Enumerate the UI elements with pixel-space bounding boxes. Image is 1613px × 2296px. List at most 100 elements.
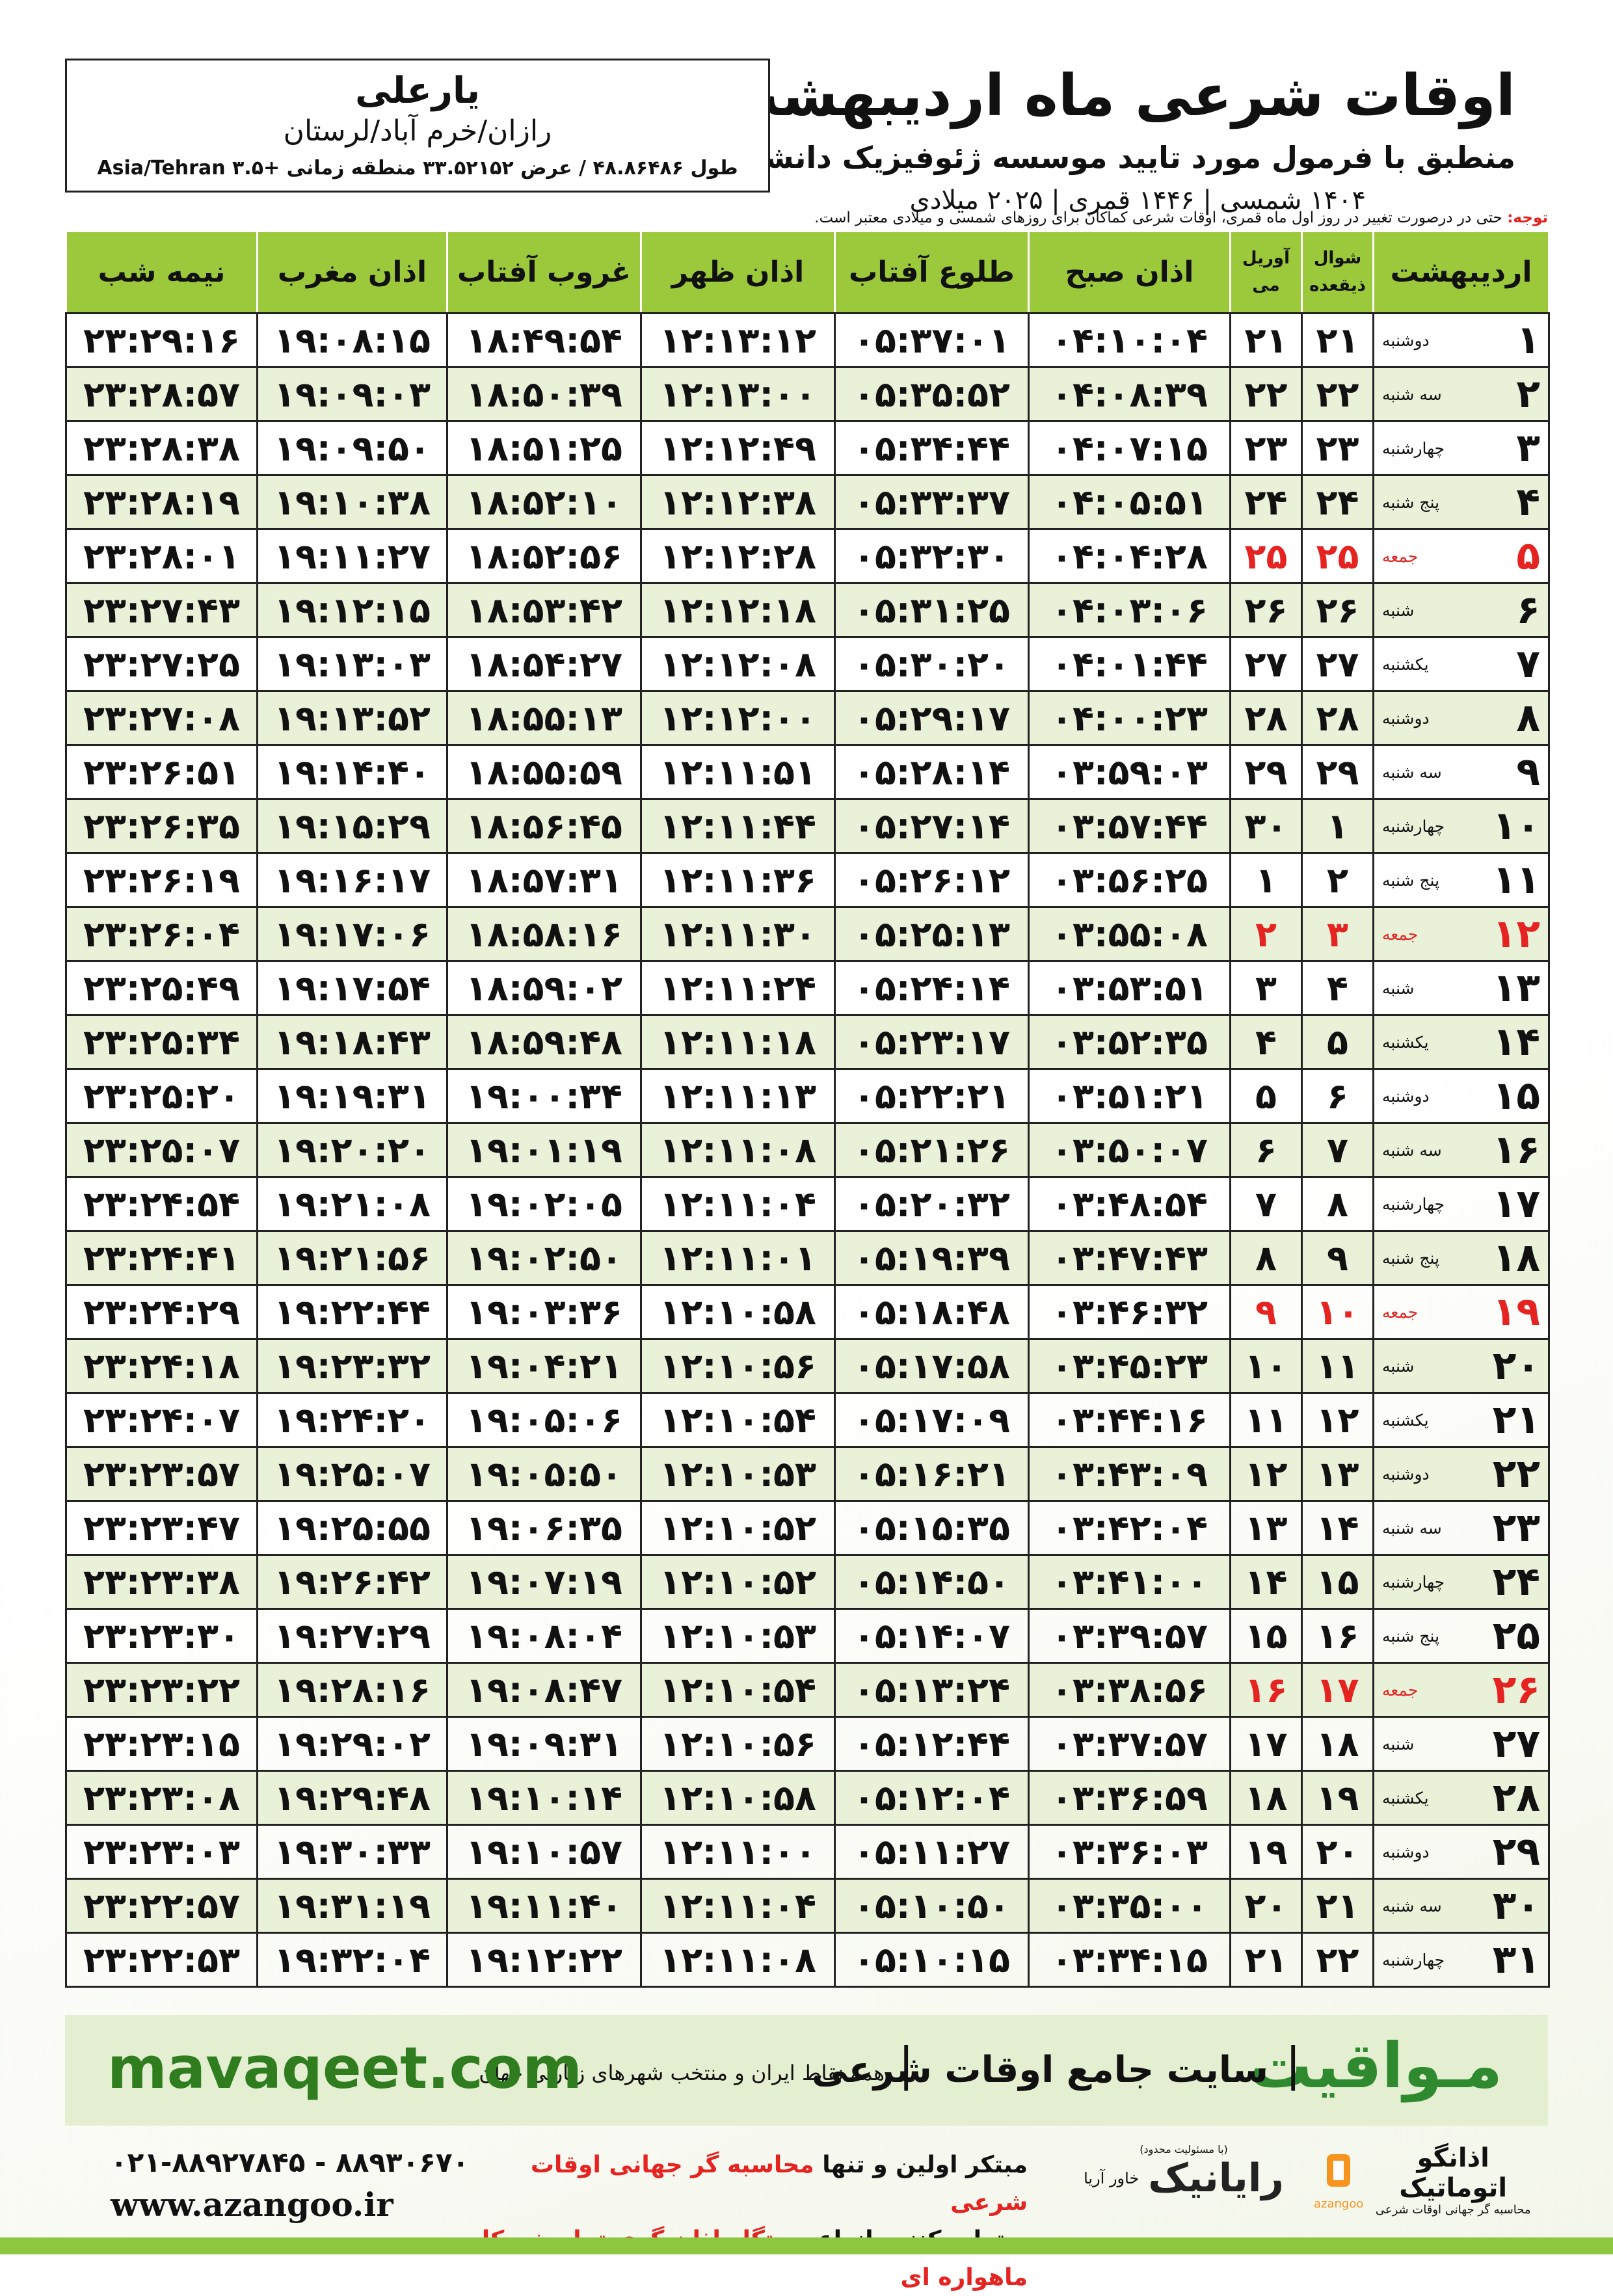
time-cell: ۲۳:۲۳:۲۲ bbox=[65, 1662, 258, 1718]
weekday: چهارشنبه bbox=[1382, 438, 1445, 458]
date-cell: ۱ bbox=[1301, 798, 1374, 854]
separator: | bbox=[1285, 2038, 1301, 2091]
time-cell: ۱۲:۱۰:۵۴ bbox=[640, 1392, 836, 1448]
day-cell: ۱۷ چهارشنبه bbox=[1372, 1176, 1550, 1232]
time-cell: ۱۸:۴۹:۵۴ bbox=[446, 312, 642, 368]
date-cell: ۶ bbox=[1301, 1068, 1374, 1124]
time-cell: ۲۳:۲۳:۴۷ bbox=[65, 1500, 258, 1556]
column-label: اذان مغرب bbox=[277, 256, 427, 289]
day-wrap: ۲۷ شنبه bbox=[1374, 1721, 1548, 1767]
day-number: ۱۳ bbox=[1492, 965, 1540, 1011]
day-wrap: ۱ دوشنبه bbox=[1374, 317, 1548, 363]
column-label: شوال bbox=[1313, 248, 1362, 268]
time-cell: ۱۹:۰۲:۵۰ bbox=[446, 1230, 642, 1286]
time-cell: ۱۲:۱۲:۰۸ bbox=[640, 636, 836, 692]
time-cell: ۱۹:۲۱:۵۶ bbox=[256, 1230, 448, 1286]
time-cell: ۱۹:۲۵:۰۷ bbox=[256, 1446, 448, 1502]
day-cell: ۲۸ یکشنبه bbox=[1372, 1770, 1550, 1826]
time-cell: ۱۹:۲۹:۰۲ bbox=[256, 1716, 448, 1772]
date-cell: ۷ bbox=[1301, 1122, 1374, 1178]
weekday: شنبه bbox=[1382, 1734, 1415, 1754]
day-cell: ۲۲ دوشنبه bbox=[1372, 1446, 1550, 1502]
time-cell: ۱۹:۳۰:۳۳ bbox=[256, 1824, 448, 1880]
time-cell: ۱۹:۰۹:۵۰ bbox=[256, 420, 448, 476]
time-cell: ۲۳:۲۸:۱۹ bbox=[65, 474, 258, 530]
date-cell: ۲۱ bbox=[1229, 312, 1303, 368]
time-cell: ۲۳:۲۴:۱۸ bbox=[65, 1338, 258, 1394]
day-cell: ۳۰ سه شنبه bbox=[1372, 1878, 1550, 1934]
time-cell: ۰۴:۰۷:۱۵ bbox=[1028, 420, 1231, 476]
day-wrap: ۵ جمعه bbox=[1374, 533, 1548, 579]
time-cell: ۱۹:۲۵:۵۵ bbox=[256, 1500, 448, 1556]
day-cell: ۲۳ سه شنبه bbox=[1372, 1500, 1550, 1556]
column-header: طلوع آفتاب bbox=[834, 230, 1030, 314]
time-cell: ۰۵:۲۹:۱۷ bbox=[834, 690, 1030, 746]
date-cell: ۱۶ bbox=[1301, 1608, 1374, 1664]
day-cell: ۲۴ چهارشنبه bbox=[1372, 1554, 1550, 1610]
day-wrap: ۱۳ شنبه bbox=[1374, 965, 1548, 1011]
title: اوقات شرعی ماه اردیبهشت bbox=[721, 62, 1515, 129]
date-cell: ۱۰ bbox=[1301, 1284, 1374, 1340]
logo-sub: خاور آریا bbox=[1084, 2169, 1140, 2187]
day-number: ۵ bbox=[1516, 533, 1540, 579]
day-wrap: ۱۹ جمعه bbox=[1374, 1289, 1548, 1335]
day-wrap: ۹ سه شنبه bbox=[1374, 749, 1548, 795]
day-number: ۲۳ bbox=[1492, 1505, 1540, 1551]
time-cell: ۰۳:۴۲:۰۴ bbox=[1028, 1500, 1231, 1556]
table-body: ۱ دوشنبه ۲۱ ۲۱ ۰۴:۱۰:۰۴ ۰۵:۳۷:۰۱ ۱۲:۱۳:۱۲ ۱۸:۴۹… bbox=[65, 312, 1550, 1988]
slogan-highlight: محاسبه گر جهانی اوقات شرعی bbox=[530, 2152, 1028, 2216]
column-header: آوریل می bbox=[1229, 230, 1303, 314]
time-cell: ۱۲:۱۲:۳۸ bbox=[640, 474, 836, 530]
logo-azangoo: اذانگو اتوماتیک محاسبه گر جهانی اوقات شر… bbox=[1314, 2143, 1535, 2217]
day-wrap: ۸ دوشنبه bbox=[1374, 695, 1548, 741]
column-header: اذان مغرب bbox=[256, 230, 448, 314]
weekday: دوشنبه bbox=[1382, 708, 1430, 728]
time-cell: ۲۳:۲۷:۴۳ bbox=[65, 582, 258, 638]
time-cell: ۱۸:۵۵:۵۹ bbox=[446, 744, 642, 800]
time-cell: ۱۹:۱۹:۳۱ bbox=[256, 1068, 448, 1124]
time-cell: ۱۹:۲۸:۱۶ bbox=[256, 1662, 448, 1718]
time-cell: ۰۳:۳۴:۱۵ bbox=[1028, 1932, 1231, 1988]
time-cell: ۲۳:۲۹:۱۶ bbox=[65, 312, 258, 368]
time-cell: ۱۲:۱۰:۵۸ bbox=[640, 1770, 836, 1826]
day-number: ۷ bbox=[1516, 641, 1540, 687]
time-cell: ۰۵:۱۳:۲۴ bbox=[834, 1662, 1030, 1718]
column-label: اذان صبح bbox=[1065, 256, 1194, 289]
day-wrap: ۱۲ جمعه bbox=[1374, 911, 1548, 957]
time-cell: ۱۹:۱۸:۴۳ bbox=[256, 1014, 448, 1070]
day-wrap: ۲۴ چهارشنبه bbox=[1374, 1559, 1548, 1605]
time-cell: ۰۳:۳۹:۵۷ bbox=[1028, 1608, 1231, 1664]
time-cell: ۱۲:۱۰:۵۲ bbox=[640, 1500, 836, 1556]
time-cell: ۲۳:۲۳:۳۰ bbox=[65, 1608, 258, 1664]
time-cell: ۱۹:۲۶:۴۲ bbox=[256, 1554, 448, 1610]
day-wrap: ۱۷ چهارشنبه bbox=[1374, 1181, 1548, 1227]
coverage: همه نقاط ایران و منتخب شهرهای زیارتی جها… bbox=[479, 2061, 885, 2085]
date-cell: ۱۲ bbox=[1301, 1392, 1374, 1448]
time-cell: ۲۳:۲۴:۰۷ bbox=[65, 1392, 258, 1448]
time-cell: ۱۹:۱۳:۰۳ bbox=[256, 636, 448, 692]
row: ۲۷ شنبه ۱۸ ۱۷ ۰۳:۳۷:۵۷ ۰۵:۱۲:۴۴ ۱۲:۱۰:۵۶ ۱۹:۰۹:… bbox=[65, 1716, 1550, 1772]
weekday: شنبه bbox=[1382, 1356, 1415, 1376]
day-cell: ۳۱ چهارشنبه bbox=[1372, 1932, 1550, 1988]
time-cell: ۰۴:۱۰:۰۴ bbox=[1028, 312, 1231, 368]
date-cell: ۲۰ bbox=[1301, 1824, 1374, 1880]
time-cell: ۲۳:۲۵:۴۹ bbox=[65, 960, 258, 1016]
day-cell: ۴ پنج شنبه bbox=[1372, 474, 1550, 530]
weekday: یکشنبه bbox=[1382, 654, 1429, 674]
time-cell: ۱۲:۱۱:۰۴ bbox=[640, 1176, 836, 1232]
time-cell: ۰۵:۳۴:۴۴ bbox=[834, 420, 1030, 476]
day-wrap: ۴ پنج شنبه bbox=[1374, 479, 1548, 525]
day-number: ۲۶ bbox=[1492, 1667, 1540, 1713]
date-cell: ۲ bbox=[1301, 852, 1374, 908]
day-cell: ۱۴ یکشنبه bbox=[1372, 1014, 1550, 1070]
row: ۱۰ چهارشنبه ۱ ۳۰ ۰۳:۵۷:۴۴ ۰۵:۲۷:۱۴ ۱۲:۱۱:۴۴ ۱۸:… bbox=[65, 798, 1550, 854]
time-cell: ۱۸:۵۱:۲۵ bbox=[446, 420, 642, 476]
day-number: ۲۱ bbox=[1492, 1397, 1540, 1443]
date-cell: ۲۶ bbox=[1229, 582, 1303, 638]
time-cell: ۰۵:۲۰:۳۲ bbox=[834, 1176, 1030, 1232]
url: mavaqeet.com bbox=[107, 2035, 582, 2102]
row: ۳۱ چهارشنبه ۲۲ ۲۱ ۰۳:۳۴:۱۵ ۰۵:۱۰:۱۵ ۱۲:۱۱:۰۸ ۱۹… bbox=[65, 1932, 1550, 1988]
time-cell: ۲۳:۲۳:۵۷ bbox=[65, 1446, 258, 1502]
time-cell: ۱۸:۵۲:۱۰ bbox=[446, 474, 642, 530]
date-cell: ۲۳ bbox=[1301, 420, 1374, 476]
